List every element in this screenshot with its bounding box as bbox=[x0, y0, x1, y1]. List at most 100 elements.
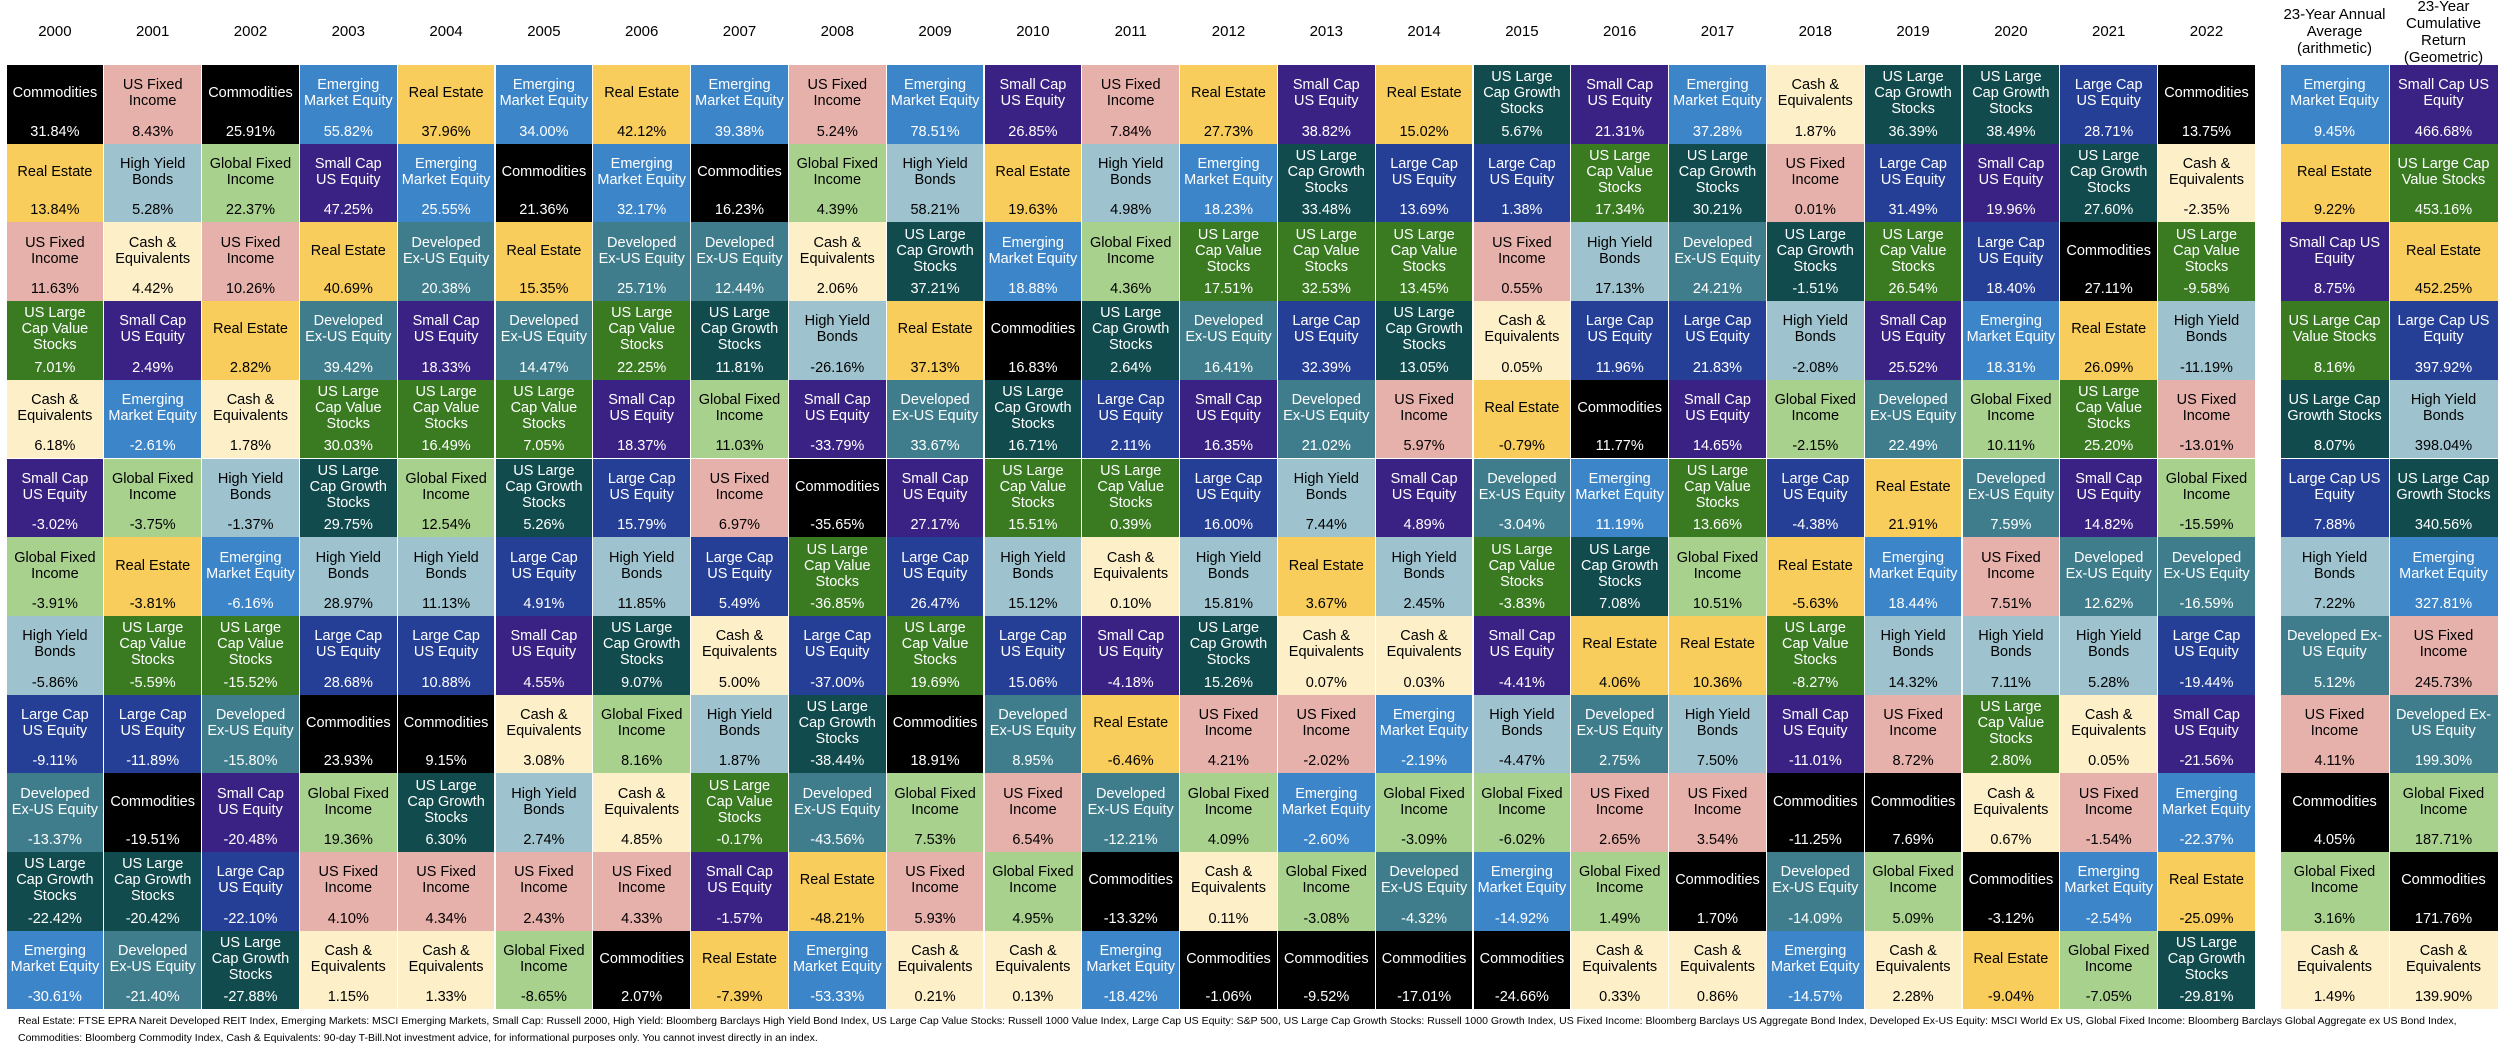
asset-cell: High Yield Bonds 4.98% bbox=[1082, 143, 1180, 223]
asset-name: US Large Cap Growth Stocks bbox=[1092, 305, 1170, 354]
asset-return: 15.79% bbox=[617, 517, 667, 534]
asset-name: Emerging Market Equity bbox=[1281, 785, 1371, 818]
asset-return: -30.61% bbox=[27, 989, 82, 1006]
asset-name: US Large Cap Growth Stocks bbox=[1483, 69, 1561, 118]
asset-name: Real Estate bbox=[799, 872, 875, 889]
asset-return: -29.81% bbox=[2179, 989, 2234, 1006]
asset-cell: High Yield Bonds -11.19% bbox=[2158, 301, 2255, 380]
asset-cell: Cash & Equivalents 0.11% bbox=[1180, 852, 1277, 931]
asset-cell: US Fixed Income 3.54% bbox=[1669, 773, 1766, 852]
asset-return: -11.25% bbox=[1788, 831, 1842, 848]
asset-return: 31.49% bbox=[1888, 202, 1938, 219]
asset-cell: Global Fixed Income -3.75% bbox=[104, 458, 202, 538]
asset-cell: Real Estate 21.91% bbox=[1864, 458, 1962, 538]
asset-return: 13.66% bbox=[1692, 517, 1743, 534]
asset-return: -27.88% bbox=[223, 989, 278, 1006]
asset-name: Emerging Market Equity bbox=[1379, 706, 1469, 739]
asset-return: 4.11% bbox=[2314, 753, 2355, 770]
asset-cell: US Fixed Income 6.97% bbox=[691, 458, 788, 538]
asset-name: US Large Cap Growth Stocks bbox=[1678, 148, 1757, 197]
asset-cell: Emerging Market Equity 11.19% bbox=[1571, 458, 1669, 538]
asset-name: Global Fixed Income bbox=[2293, 864, 2376, 897]
asset-return: 17.34% bbox=[1595, 202, 1645, 219]
asset-return: -25.09% bbox=[2179, 910, 2234, 927]
asset-name: High Yield Bonds bbox=[1293, 470, 1359, 503]
column-header: 2003 bbox=[331, 23, 365, 40]
asset-cell: Large Cap US Equity 32.39% bbox=[1277, 301, 1375, 380]
asset-return: -7.05% bbox=[2085, 989, 2132, 1006]
asset-cell: US Large Cap Growth Stocks 7.08% bbox=[1571, 537, 1669, 616]
asset-name: Large Cap US Equity bbox=[1096, 392, 1165, 425]
asset-cell: Developed Ex-US Equity 22.49% bbox=[1864, 379, 1962, 459]
asset-name: High Yield Bonds bbox=[1098, 156, 1164, 189]
asset-cell: Small Cap US Equity -33.79% bbox=[788, 379, 886, 459]
asset-cell: Real Estate 3.67% bbox=[1277, 537, 1375, 616]
asset-name: Global Fixed Income bbox=[1089, 234, 1172, 267]
asset-return: 19.69% bbox=[910, 674, 960, 691]
asset-cell: Cash & Equivalents 0.13% bbox=[984, 930, 1082, 1010]
asset-return: 5.00% bbox=[718, 674, 761, 691]
asset-name: US Fixed Income bbox=[318, 864, 379, 897]
asset-cell: Emerging Market Equity -2.61% bbox=[104, 379, 202, 459]
column-header: 2004 bbox=[429, 23, 463, 40]
asset-cell: Commodities 2.07% bbox=[593, 930, 691, 1010]
asset-cell: Developed Ex-US Equity 24.21% bbox=[1669, 222, 1766, 302]
asset-return: 6.18% bbox=[34, 438, 76, 455]
asset-name: US Large Cap Growth Stocks bbox=[16, 856, 94, 905]
asset-name: Real Estate bbox=[1386, 85, 1462, 102]
asset-return: 32.17% bbox=[617, 202, 667, 219]
asset-name: Large Cap US Equity bbox=[999, 628, 1067, 661]
asset-cell: Large Cap US Equity -37.00% bbox=[788, 615, 886, 695]
asset-cell: US Large Cap Value Stocks 30.03% bbox=[299, 379, 397, 459]
asset-name: Cash & Equivalents bbox=[2297, 943, 2372, 976]
asset-return: 5.93% bbox=[914, 910, 956, 927]
asset-return: -4.47% bbox=[1498, 753, 1545, 770]
asset-return: 8.75% bbox=[2313, 281, 2356, 298]
asset-name: US Large Cap Value Stocks bbox=[1977, 698, 2045, 747]
asset-cell: Large Cap US Equity -19.44% bbox=[2158, 615, 2255, 695]
asset-name: Commodities bbox=[599, 951, 684, 968]
asset-name: US Large Cap Value Stocks bbox=[706, 777, 773, 826]
asset-name: US Fixed Income bbox=[807, 77, 868, 110]
asset-return: -11.89% bbox=[126, 753, 180, 770]
asset-cell: US Large Cap Growth Stocks 30.21% bbox=[1669, 143, 1766, 223]
asset-name: Real Estate bbox=[2169, 872, 2244, 889]
asset-name: Real Estate bbox=[1875, 478, 1951, 495]
asset-name: Emerging Market Equity bbox=[10, 943, 100, 976]
asset-cell: Global Fixed Income -2.15% bbox=[1766, 379, 1864, 459]
asset-return: -13.37% bbox=[27, 831, 82, 848]
asset-return: 10.11% bbox=[1986, 438, 2035, 455]
asset-return: -3.91% bbox=[31, 595, 78, 612]
asset-name: US Large Cap Growth Stocks bbox=[1581, 541, 1659, 590]
asset-return: 21.36% bbox=[519, 202, 569, 219]
asset-name: Developed Ex-US Equity bbox=[1283, 392, 1370, 425]
asset-cell: Cash & Equivalents 0.05% bbox=[1473, 301, 1571, 380]
asset-name: Global Fixed Income bbox=[2165, 470, 2248, 503]
asset-name: Emerging Market Equity bbox=[597, 156, 687, 189]
asset-cell: US Large Cap Value Stocks -3.83% bbox=[1473, 537, 1571, 616]
asset-name: Real Estate bbox=[1680, 636, 1755, 653]
asset-return: 9.15% bbox=[425, 753, 467, 770]
asset-return: 4.36% bbox=[1110, 281, 1152, 298]
asset-name: Small Cap US Equity bbox=[21, 470, 89, 503]
asset-name: Large Cap US Equity bbox=[2172, 628, 2241, 661]
asset-cell: US Fixed Income 5.93% bbox=[886, 852, 984, 931]
asset-name: Large Cap US Equity bbox=[901, 549, 969, 582]
asset-return: 397.92% bbox=[2414, 359, 2473, 376]
asset-return: 6.30% bbox=[425, 831, 467, 848]
asset-return: 3.67% bbox=[1305, 595, 1347, 612]
asset-name: Emerging Market Equity bbox=[1575, 470, 1665, 503]
asset-return: 31.84% bbox=[30, 123, 80, 140]
asset-name: Cash & Equivalents bbox=[995, 943, 1071, 976]
asset-return: 0.55% bbox=[1501, 281, 1543, 298]
asset-cell: US Large Cap Growth Stocks -20.42% bbox=[104, 852, 202, 931]
asset-return: 4.98% bbox=[1110, 202, 1152, 219]
asset-return: -9.04% bbox=[1987, 989, 2034, 1006]
asset-name: US Fixed Income bbox=[2413, 628, 2474, 661]
asset-cell: Global Fixed Income 187.71% bbox=[2389, 773, 2498, 852]
asset-name: Large Cap US Equity bbox=[21, 706, 89, 739]
asset-cell: Global Fixed Income 12.54% bbox=[397, 458, 495, 538]
asset-name: Real Estate bbox=[604, 85, 680, 102]
asset-name: Cash & Equivalents bbox=[2071, 706, 2147, 739]
asset-return: -3.08% bbox=[1303, 910, 1350, 927]
